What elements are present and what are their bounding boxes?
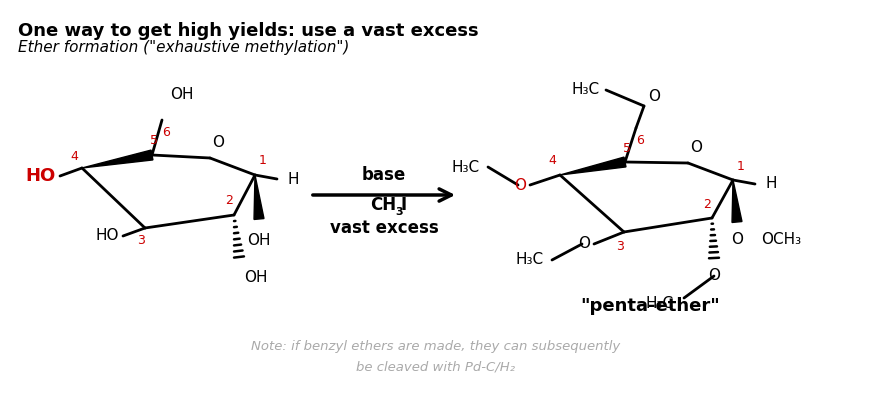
Text: 3: 3: [395, 207, 403, 217]
Text: Ether formation ("exhaustive methylation"): Ether formation ("exhaustive methylation…: [18, 40, 350, 55]
Text: 3: 3: [616, 240, 624, 252]
Text: H₃C: H₃C: [572, 82, 600, 97]
Text: be cleaved with Pd-C/H₂: be cleaved with Pd-C/H₂: [357, 360, 515, 373]
Text: O: O: [690, 140, 702, 155]
Text: O: O: [514, 177, 526, 192]
Text: 4: 4: [70, 149, 78, 162]
Text: OCH₃: OCH₃: [761, 232, 801, 247]
Text: 4: 4: [548, 154, 556, 168]
Text: 5: 5: [150, 135, 158, 147]
Polygon shape: [560, 157, 626, 175]
Text: H₃C: H₃C: [516, 252, 544, 267]
Text: 1: 1: [259, 154, 267, 168]
Text: 2: 2: [703, 198, 711, 210]
Text: vast excess: vast excess: [330, 219, 439, 237]
Text: O: O: [578, 236, 590, 252]
Text: 6: 6: [162, 126, 170, 139]
Polygon shape: [82, 150, 153, 168]
Text: H: H: [765, 177, 776, 191]
Text: 1: 1: [737, 160, 745, 173]
Text: Note: if benzyl ethers are made, they can subsequently: Note: if benzyl ethers are made, they ca…: [251, 340, 621, 353]
Polygon shape: [254, 175, 264, 219]
Text: O: O: [648, 89, 660, 104]
Text: OH: OH: [170, 87, 194, 102]
Polygon shape: [732, 180, 742, 223]
Text: 2: 2: [225, 194, 233, 208]
Text: base: base: [362, 166, 406, 184]
Text: HO: HO: [26, 167, 56, 185]
Text: OH: OH: [248, 233, 270, 248]
Text: 3: 3: [137, 234, 145, 246]
Text: O: O: [212, 135, 224, 150]
Text: H₃C: H₃C: [452, 160, 480, 175]
Text: O: O: [708, 268, 720, 283]
Text: 6: 6: [636, 133, 644, 147]
Text: H₃C: H₃C: [646, 297, 674, 311]
Text: HO: HO: [96, 229, 119, 244]
Text: CH: CH: [370, 196, 396, 214]
Text: One way to get high yields: use a vast excess: One way to get high yields: use a vast e…: [18, 22, 479, 40]
Text: H: H: [287, 172, 298, 187]
Text: O: O: [731, 232, 743, 247]
Text: 5: 5: [623, 141, 631, 154]
Text: I: I: [400, 196, 406, 214]
Text: OH: OH: [244, 270, 268, 285]
Text: "penta-ether": "penta-ether": [580, 297, 720, 315]
